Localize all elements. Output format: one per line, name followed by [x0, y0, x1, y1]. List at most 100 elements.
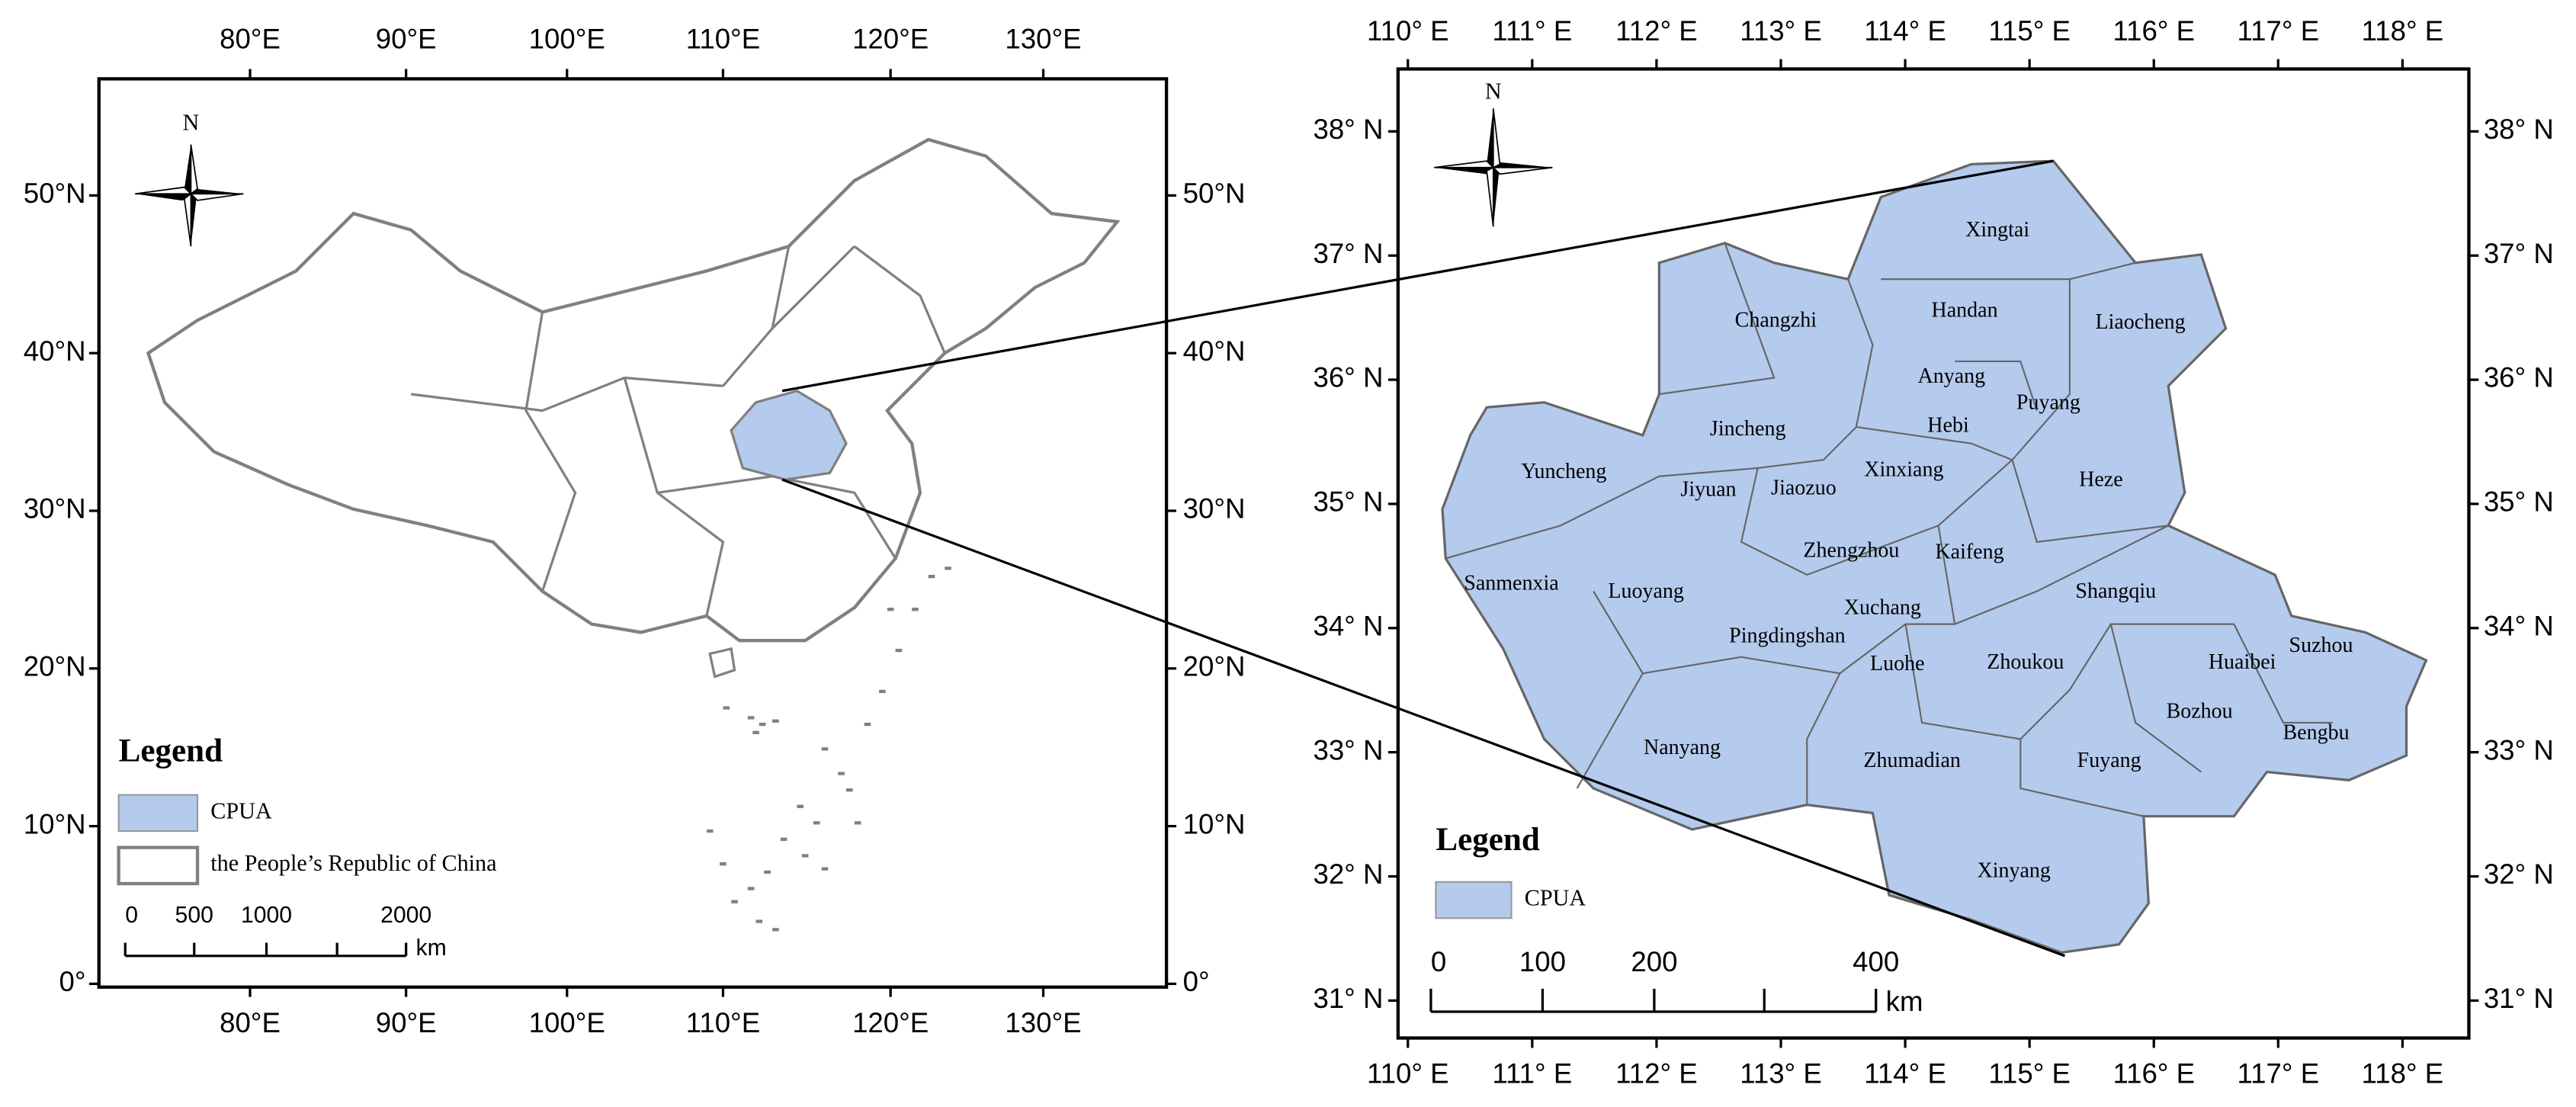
- lat-label: 0°: [59, 966, 86, 997]
- island: [821, 867, 829, 871]
- province-borders: [410, 245, 946, 617]
- island: [780, 837, 788, 842]
- island: [755, 919, 763, 923]
- lon-label: 130°E: [1005, 1007, 1081, 1038]
- city-label: Kaifeng: [1935, 540, 2003, 563]
- city-borders: [1445, 242, 2333, 817]
- scale-label: 0: [1431, 946, 1446, 977]
- lon-label: 80°E: [220, 1007, 281, 1038]
- lon-label: 115° E: [1988, 15, 2071, 47]
- city-label: Xuchang: [1844, 596, 1921, 620]
- lat-label: 50°N: [24, 178, 86, 209]
- cpua-region-small: [730, 389, 848, 481]
- lat-label: 0°: [1183, 966, 1210, 997]
- legend-swatch: [1435, 881, 1513, 919]
- island: [801, 854, 809, 858]
- island: [731, 900, 738, 903]
- legend-title: Legend: [1436, 822, 1539, 858]
- lon-label: 120°E: [852, 1007, 929, 1038]
- city-label: Xinyang: [1977, 858, 2050, 882]
- island: [747, 716, 755, 720]
- lon-label: 120°E: [852, 24, 929, 55]
- lon-label: 110°E: [686, 24, 760, 55]
- city-label: Yuncheng: [1521, 460, 1606, 483]
- lon-label: 116° E: [2112, 1058, 2195, 1089]
- island: [838, 772, 845, 775]
- lat-label: 33° N: [1313, 734, 1383, 765]
- island: [813, 821, 820, 825]
- island: [945, 566, 951, 570]
- city-label: Jiyuan: [1680, 478, 1736, 502]
- scale-label: 400: [1853, 946, 1899, 977]
- lon-label: 115° E: [1988, 1058, 2071, 1089]
- lat-label: 33° N: [2484, 734, 2554, 765]
- island: [864, 722, 871, 727]
- lon-label: 114° E: [1864, 1058, 1946, 1089]
- lat-label: 20°N: [1183, 650, 1246, 682]
- north-label: N: [183, 110, 200, 136]
- island: [772, 928, 779, 932]
- city-label: Zhoukou: [1987, 650, 2064, 674]
- city-label: Zhumadian: [1863, 749, 1961, 772]
- lon-label: 112° E: [1615, 1058, 1698, 1089]
- city-label: Sanmenxia: [1464, 571, 1559, 595]
- lat-label: 31° N: [2484, 983, 2554, 1014]
- connector-line: [781, 159, 2054, 393]
- island: [797, 804, 804, 808]
- city-label: Suzhou: [2289, 634, 2353, 657]
- city-label: Fuyang: [2077, 749, 2141, 772]
- lon-label: 110°E: [686, 1007, 760, 1038]
- island: [720, 862, 727, 866]
- lat-label: 35° N: [1313, 486, 1383, 518]
- lat-label: 40°N: [1183, 335, 1246, 367]
- city-label: Luohe: [1870, 652, 1925, 675]
- lat-label: 40°N: [24, 335, 86, 367]
- island: [887, 608, 894, 611]
- lat-label: 10°N: [24, 808, 86, 839]
- scale-label: 500: [175, 903, 213, 928]
- lon-label: 113° E: [1740, 1058, 1822, 1089]
- lon-label: 130°E: [1005, 24, 1081, 55]
- lat-label: 30°N: [1183, 493, 1246, 525]
- lat-label: 50°N: [1183, 178, 1246, 209]
- lat-label: 30°N: [24, 493, 86, 525]
- lat-label: 32° N: [2484, 858, 2554, 890]
- legend-label: CPUA: [210, 797, 272, 823]
- city-label: Pingdingshan: [1729, 624, 1845, 647]
- lat-label: 31° N: [1313, 983, 1383, 1014]
- city-label: Xingtai: [1965, 218, 2029, 242]
- island: [928, 575, 935, 579]
- city-label: Anyang: [1918, 364, 1986, 388]
- legend-label: CPUA: [1525, 884, 1586, 910]
- lon-label: 110° E: [1367, 1058, 1449, 1089]
- lat-label: 36° N: [2484, 362, 2554, 393]
- island: [752, 730, 759, 734]
- lon-label: 114° E: [1864, 15, 1946, 47]
- lon-label: 112° E: [1615, 15, 1698, 47]
- island: [723, 706, 730, 710]
- lat-label: 10°N: [1183, 808, 1246, 839]
- lon-label: 80°E: [220, 24, 281, 55]
- city-label: Hebi: [1927, 414, 1969, 438]
- city-label: Luoyang: [1608, 579, 1684, 603]
- island: [845, 788, 853, 792]
- island: [912, 608, 919, 611]
- scale-label: 2000: [380, 903, 431, 928]
- city-label: Bozhou: [2167, 699, 2233, 723]
- island: [772, 719, 779, 723]
- lon-label: 111° E: [1492, 15, 1572, 47]
- lon-label: 90°E: [376, 1007, 437, 1038]
- right-frame: [1396, 67, 2471, 1040]
- legend-swatch: [117, 845, 200, 886]
- lat-label: 37° N: [1313, 238, 1383, 269]
- lon-label: 118° E: [2362, 1058, 2444, 1089]
- lat-label: 38° N: [1313, 114, 1383, 145]
- north-arrow-light: [135, 144, 244, 247]
- left-frame: [97, 77, 1169, 989]
- city-label: Nanyang: [1644, 736, 1721, 759]
- lon-label: 118° E: [2362, 15, 2444, 47]
- lon-label: 117° E: [2238, 1058, 2320, 1089]
- scale-unit: km: [416, 935, 447, 961]
